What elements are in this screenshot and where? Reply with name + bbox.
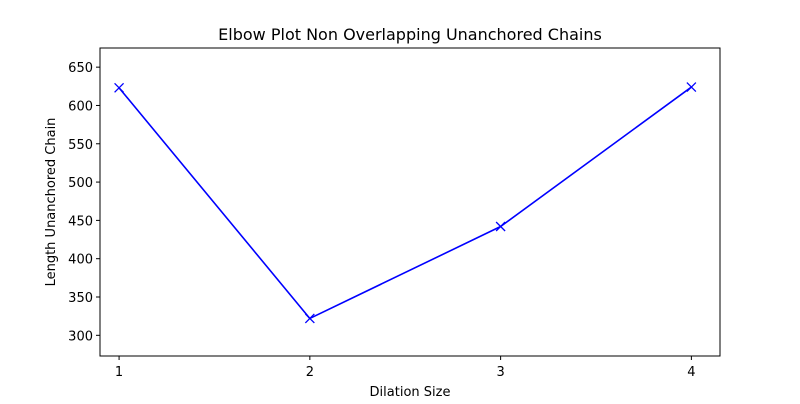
data-point-marker (114, 82, 125, 93)
x-tick-label: 2 (306, 365, 314, 380)
y-tick-label: 350 (68, 291, 93, 306)
data-point-marker (495, 221, 506, 232)
x-tick-label: 4 (687, 365, 695, 380)
y-tick-label: 550 (68, 138, 93, 153)
y-tick-label: 450 (68, 214, 93, 229)
data-point-marker (686, 82, 697, 93)
marker-stroke (114, 82, 125, 93)
y-tick-label: 300 (68, 329, 93, 344)
x-tick-label: 1 (115, 365, 123, 380)
marker-stroke (304, 313, 315, 324)
x-axis-label: Dilation Size (370, 385, 451, 400)
marker-stroke (495, 221, 506, 232)
y-axis-label: Length Unanchored Chain (44, 118, 59, 287)
series-layer (114, 82, 697, 324)
x-tick-label: 3 (496, 365, 504, 380)
chart-title: Elbow Plot Non Overlapping Unanchored Ch… (218, 25, 602, 44)
series-line (118, 86, 692, 320)
marker-stroke (686, 82, 697, 93)
y-tick-label: 600 (68, 99, 93, 114)
y-tick-label: 400 (68, 253, 93, 268)
plot-frame (99, 47, 721, 357)
y-tick-label: 650 (68, 61, 93, 76)
y-tick-label: 500 (68, 176, 93, 191)
ticks-layer: 1 2 3 4 300 350 400 450 500 550 600 650 (68, 61, 695, 380)
data-point-marker (304, 313, 315, 324)
